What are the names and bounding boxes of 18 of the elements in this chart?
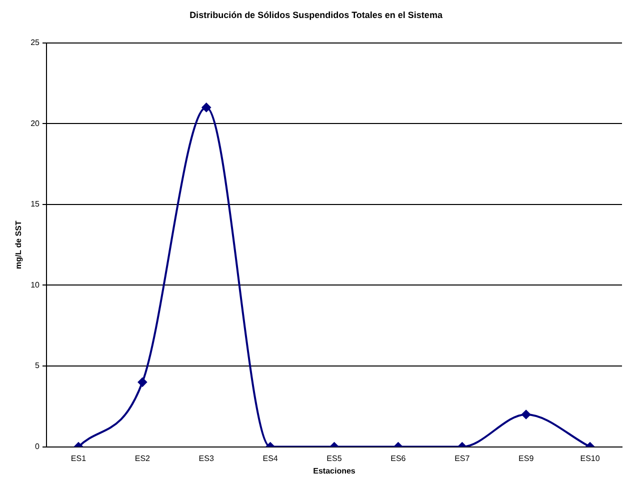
y-tick-label: 10	[30, 280, 40, 290]
x-tick-label: ES9	[518, 454, 534, 463]
x-tick-label: ES7	[454, 454, 470, 463]
y-tick-label: 20	[30, 118, 40, 128]
x-tick-label: ES5	[326, 454, 342, 463]
y-tick-label: 15	[30, 200, 40, 209]
x-tick-label: ES6	[390, 454, 406, 463]
y-tick-label: 25	[30, 38, 40, 48]
y-tick-label: 5	[35, 361, 40, 370]
x-tick-label: ES4	[262, 454, 278, 463]
x-tick-label: ES10	[580, 454, 600, 463]
y-axis-title: mg/L de SST	[14, 220, 24, 269]
x-tick-label: ES1	[70, 454, 87, 463]
x-tick-label: ES2	[134, 454, 151, 463]
chart-title: Distribución de Sólidos Suspendidos Totales en el Sistema	[190, 10, 444, 20]
x-axis-title: Estaciones	[313, 466, 356, 476]
x-tick-label: ES3	[198, 454, 214, 463]
y-tick-label: 0	[35, 442, 40, 452]
